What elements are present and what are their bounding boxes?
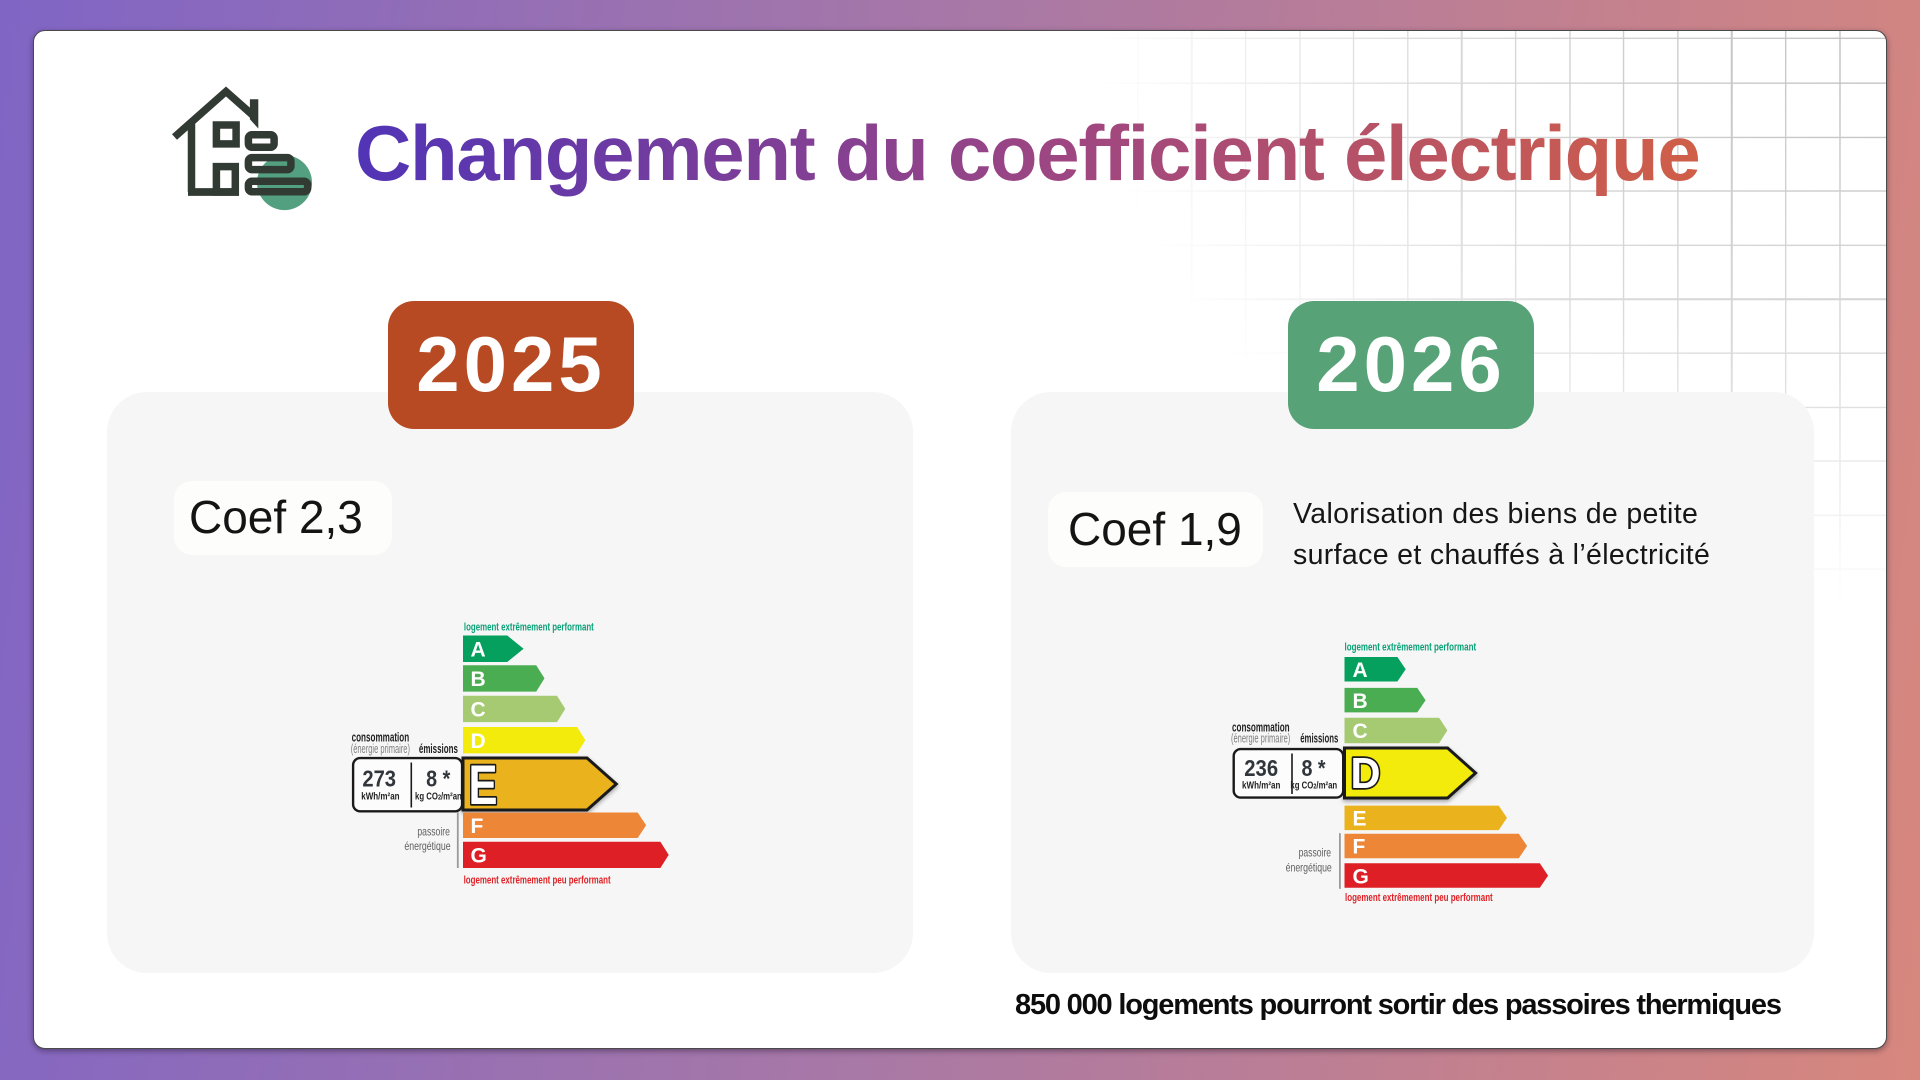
svg-text:C: C (471, 699, 486, 722)
svg-text:kg CO2/m²an: kg CO2/m²an (1290, 781, 1337, 792)
svg-text:kg CO2/m²an: kg CO2/m²an (415, 791, 462, 802)
svg-text:B: B (471, 668, 486, 691)
svg-text:passoire: passoire (1299, 846, 1332, 860)
svg-text:kWh/m²an: kWh/m²an (1242, 781, 1280, 792)
svg-text:logement extrêmement performan: logement extrêmement performant (464, 621, 594, 633)
svg-text:C: C (1353, 720, 1368, 743)
svg-text:8 *: 8 * (1301, 755, 1326, 781)
svg-text:236: 236 (1244, 755, 1278, 781)
svg-text:E: E (1353, 808, 1367, 831)
svg-text:273: 273 (362, 766, 396, 792)
svg-text:consommation: consommation (352, 731, 410, 745)
svg-text:(énergie primaire): (énergie primaire) (1231, 731, 1290, 745)
svg-text:B: B (1353, 690, 1368, 713)
svg-text:émissions: émissions (1300, 731, 1338, 745)
svg-text:énergétique: énergétique (1286, 860, 1332, 874)
svg-text:(énergie primaire): (énergie primaire) (351, 742, 410, 756)
svg-text:G: G (1353, 865, 1369, 888)
svg-text:consommation: consommation (1232, 721, 1290, 735)
svg-text:passoire: passoire (417, 825, 450, 839)
svg-text:logement extrêmement peu perfo: logement extrêmement peu performant (464, 874, 611, 886)
svg-text:A: A (1353, 659, 1368, 682)
svg-text:logement extrêmement performan: logement extrêmement performant (1345, 641, 1477, 653)
svg-text:kWh/m²an: kWh/m²an (361, 791, 399, 802)
svg-text:logement extrêmement peu perfo: logement extrêmement peu performant (1345, 892, 1493, 904)
svg-text:G: G (471, 845, 487, 868)
svg-text:F: F (471, 815, 484, 838)
svg-text:émissions: émissions (419, 742, 458, 756)
svg-text:D: D (1351, 750, 1381, 798)
svg-text:8 *: 8 * (426, 766, 451, 792)
svg-text:E: E (469, 753, 498, 816)
svg-text:F: F (1353, 836, 1366, 859)
svg-text:D: D (471, 730, 486, 753)
svg-text:A: A (471, 639, 486, 662)
svg-text:énergétique: énergétique (404, 839, 450, 853)
